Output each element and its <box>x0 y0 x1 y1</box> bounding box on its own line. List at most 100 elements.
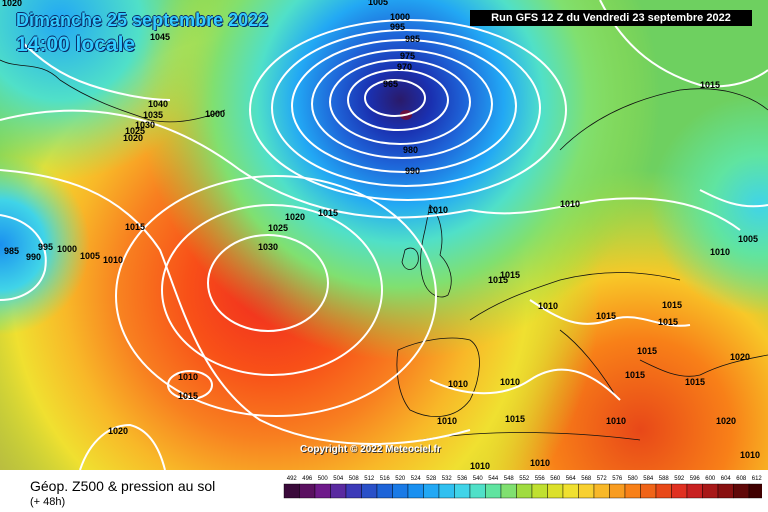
isobar-1020 <box>115 175 437 417</box>
scale-color-swatch <box>469 483 486 499</box>
scale-tick-label: 508 <box>349 476 360 482</box>
isobar-label: 1000 <box>57 244 77 254</box>
scale-color-swatch <box>578 483 595 499</box>
isobar-label: 1010 <box>448 379 468 389</box>
isobar-label: 1005 <box>80 251 100 261</box>
scale-color-swatch <box>547 483 564 499</box>
isobar-label: 1015 <box>505 414 525 424</box>
isobar-985 <box>291 39 517 173</box>
isobar-label: 965 <box>383 79 398 89</box>
scale-tick-label: 540 <box>473 476 484 482</box>
scale-color-swatch <box>423 483 440 499</box>
france-germany-coast <box>469 272 681 321</box>
isobar-label: 1010 <box>606 416 626 426</box>
isobar-label: 985 <box>405 34 420 44</box>
scale-tick-label: 544 <box>488 476 499 482</box>
isobar-label: 1005 <box>368 0 388 7</box>
scale-color-swatch <box>748 483 762 499</box>
isobar-label: 990 <box>26 252 41 262</box>
isobar-north-1015 <box>599 0 768 88</box>
scale-tick-label: 552 <box>519 476 530 482</box>
isobar-label: 1015 <box>700 80 720 90</box>
scale-color-swatch <box>702 483 719 499</box>
isobar-label: 1010 <box>470 461 490 470</box>
scale-color-swatch <box>609 483 626 499</box>
scale-color-swatch <box>516 483 533 499</box>
isobar-label: 1000 <box>205 109 225 119</box>
scandinavia-coast <box>559 88 768 151</box>
isobar-965 <box>364 79 426 117</box>
isobar-label: 990 <box>405 166 420 176</box>
isobar-label: 1010 <box>560 199 580 209</box>
coastlines <box>0 59 768 441</box>
run-info-banner: Run GFS 12 Z du Vendredi 23 septembre 20… <box>470 10 752 26</box>
scale-tick-label: 500 <box>318 476 329 482</box>
isobar-label: 1015 <box>318 208 338 218</box>
isobars <box>0 0 768 470</box>
isobar-990 <box>271 29 541 187</box>
isobar-975 <box>329 59 471 145</box>
forecast-date-title: Dimanche 25 septembre 2022 <box>16 10 269 30</box>
italy-coast <box>559 329 616 396</box>
ireland-coast <box>401 247 419 270</box>
isobar-label: 1025 <box>125 126 145 136</box>
scale-color-swatch <box>407 483 424 499</box>
isobar-1025 <box>161 204 383 376</box>
isobar-label: 1010 <box>428 205 448 215</box>
isobar-west-low <box>0 214 47 301</box>
isobar-label: 995 <box>38 242 53 252</box>
scale-tick-label: 580 <box>628 476 639 482</box>
scale-tick-label: 568 <box>581 476 592 482</box>
scale-tick-label: 556 <box>535 476 546 482</box>
scale-color-swatch <box>717 483 734 499</box>
scale-color-swatch <box>361 483 378 499</box>
isobar-label: 1015 <box>685 377 705 387</box>
isobar-central-europe <box>529 299 691 327</box>
scale-color-swatch <box>392 483 409 499</box>
isobar-label-group: 1045 1020 1040 1035 1030 1025 1020 1000 … <box>2 0 760 470</box>
isobar-label: 1020 <box>123 133 143 143</box>
isobar-1010-east <box>469 197 741 231</box>
great-britain-coast <box>420 204 452 298</box>
scale-color-swatch <box>454 483 471 499</box>
isobar-small-1015 <box>167 370 213 400</box>
scale-tick-label: 608 <box>736 476 747 482</box>
isobar-label: 1020 <box>108 426 128 436</box>
scale-tick-label: 600 <box>705 476 716 482</box>
scale-color-swatch <box>671 483 688 499</box>
isobar-label: 1010 <box>437 416 457 426</box>
scale-tick-label: 532 <box>442 476 453 482</box>
scale-color-swatch <box>314 483 331 499</box>
scale-tick-label: 588 <box>659 476 670 482</box>
legend-title: Géop. Z500 & pression au sol <box>30 478 216 494</box>
isobar-label: 1020 <box>2 0 22 8</box>
isobar-label: 1015 <box>500 270 520 280</box>
isobar-label: 1035 <box>143 110 163 120</box>
isobar-label: 985 <box>4 246 19 256</box>
isobar-1030 <box>207 234 329 332</box>
isobar-label: 1005 <box>738 234 758 244</box>
scale-color-swatch <box>655 483 672 499</box>
scale-color-swatch <box>330 483 347 499</box>
isobar-label: 1020 <box>730 352 750 362</box>
scale-tick-label: 564 <box>566 476 577 482</box>
isobar-label: 995 <box>390 22 405 32</box>
isobar-label: 1000 <box>390 12 410 22</box>
balkans-coast <box>639 354 768 377</box>
scale-tick-label: 516 <box>380 476 391 482</box>
scale-color-swatch <box>593 483 610 499</box>
isobar-label: 1030 <box>258 242 278 252</box>
isobar-label: 1025 <box>268 223 288 233</box>
scale-color-swatch <box>562 483 579 499</box>
scale-tick-label: 612 <box>752 476 762 482</box>
scale-color-swatch <box>283 483 300 499</box>
scale-tick-label: 592 <box>674 476 685 482</box>
scale-tick-label: 584 <box>643 476 654 482</box>
isobar-label: 975 <box>400 51 415 61</box>
scale-color-swatch <box>500 483 517 499</box>
isobar-995 <box>249 19 567 201</box>
isobar-label: 1015 <box>662 300 682 310</box>
legend-footer: Géop. Z500 & pression au sol (+ 48h) 492… <box>0 470 768 512</box>
scale-tick-label: 504 <box>333 476 344 482</box>
west-low-area <box>0 0 768 470</box>
